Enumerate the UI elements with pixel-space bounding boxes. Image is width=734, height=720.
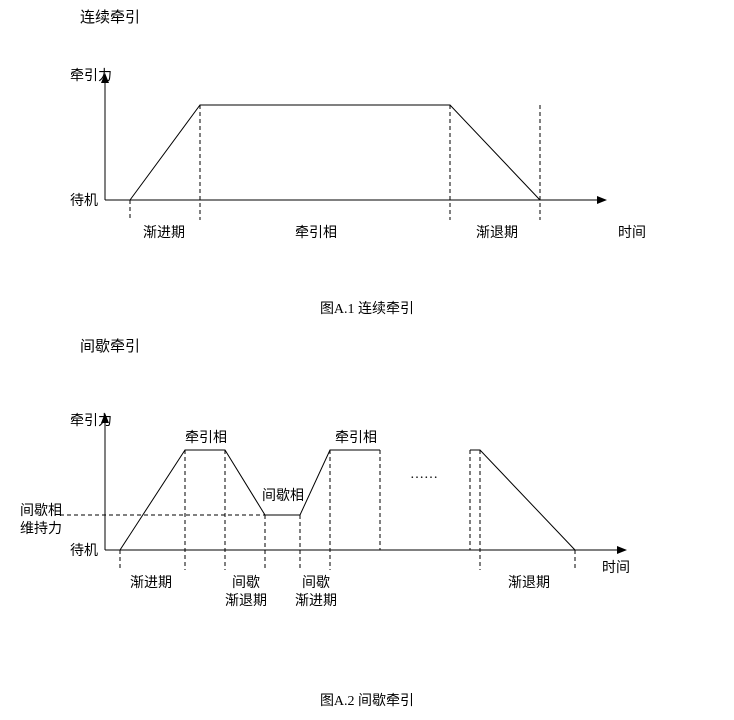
fig2-curve-2 bbox=[470, 450, 575, 550]
fig1-y-label: 牵引力 bbox=[70, 68, 112, 84]
fig1-caption: 图A.1 连续牵引 bbox=[0, 298, 734, 318]
fig2-int-rd-2: 渐退期 bbox=[225, 593, 267, 609]
fig2-intermittent-label: 间歇相 bbox=[262, 488, 304, 504]
fig2-curve-1 bbox=[120, 450, 380, 550]
fig2-ramp-down-label: 渐退期 bbox=[508, 575, 550, 591]
fig2-x-arrow bbox=[617, 546, 627, 554]
fig1-x-arrow bbox=[597, 196, 607, 204]
fig2-caption: 图A.2 间歇牵引 bbox=[0, 690, 734, 710]
fig1-standby-label: 待机 bbox=[70, 193, 98, 209]
fig2-section-title: 间歇牵引 bbox=[80, 335, 140, 356]
fig2-traction1-label: 牵引相 bbox=[185, 430, 227, 446]
fig2-int-ru-1: 间歇 bbox=[302, 575, 330, 591]
fig2-int-hold-label2: 维持力 bbox=[20, 521, 62, 537]
fig2-int-ru-2: 渐进期 bbox=[295, 593, 337, 609]
fig2-standby-label: 待机 bbox=[70, 543, 98, 559]
fig2-ramp-up-label: 渐进期 bbox=[130, 575, 172, 591]
fig1-hold-label: 牵引相 bbox=[295, 225, 337, 241]
fig2-traction2-label: 牵引相 bbox=[335, 430, 377, 446]
fig1-chart: 牵引力 待机 时间 渐进期 牵引相 渐退期 bbox=[0, 25, 734, 295]
fig2-x-label: 时间 bbox=[602, 560, 630, 576]
fig2-ellipsis: …… bbox=[410, 467, 438, 482]
fig2-y-label: 牵引力 bbox=[70, 413, 112, 429]
fig1-ramp-down-label: 渐退期 bbox=[476, 225, 518, 241]
fig2-chart: …… 牵引力 待机 时间 间歇相 维持力 牵引相 牵引相 间歇相 渐进期 间歇 … bbox=[0, 360, 734, 680]
fig1-curve bbox=[130, 105, 540, 200]
fig2-int-rd-1: 间歇 bbox=[232, 575, 260, 591]
fig1-ramp-up-label: 渐进期 bbox=[143, 225, 185, 241]
fig2-int-hold-label1: 间歇相 bbox=[20, 503, 62, 519]
fig1-x-label: 时间 bbox=[618, 225, 646, 241]
fig1-section-title: 连续牵引 bbox=[80, 6, 140, 27]
page: 连续牵引 牵引力 待机 时间 渐进期 牵引相 渐退期 图A.1 连续牵引 间歇牵… bbox=[0, 0, 734, 720]
